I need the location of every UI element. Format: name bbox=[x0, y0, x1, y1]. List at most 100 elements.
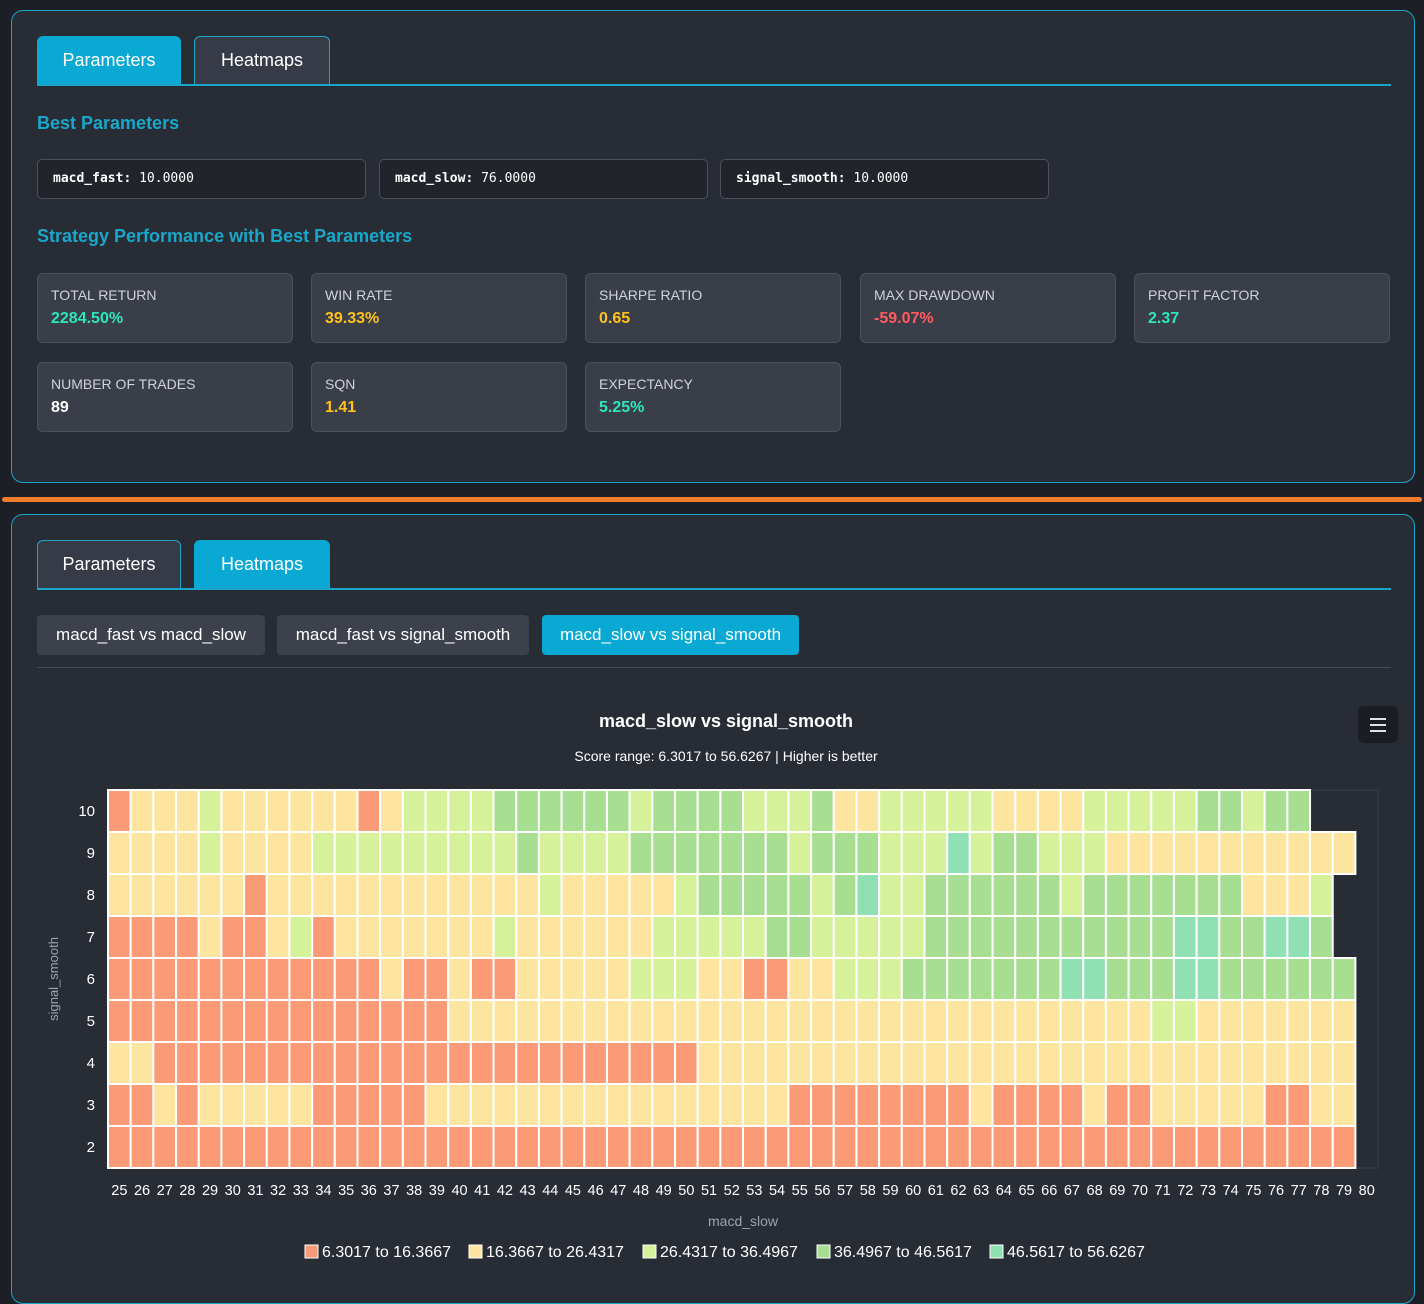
heatmap-cell bbox=[537, 873, 563, 917]
chart-menu-button[interactable] bbox=[1358, 706, 1398, 743]
heatmap-cell bbox=[424, 957, 450, 1001]
heatmap-cell bbox=[968, 789, 994, 833]
heatmap-cell bbox=[1104, 1083, 1130, 1127]
x-tick-label: 69 bbox=[1109, 1183, 1125, 1199]
heatmap-cell bbox=[923, 915, 949, 959]
x-tick-label: 45 bbox=[565, 1183, 581, 1199]
heatmap-cell bbox=[401, 957, 427, 1001]
heatmap-cell bbox=[356, 915, 382, 959]
heatmap-cell bbox=[469, 789, 495, 833]
heatmap-cell bbox=[1331, 957, 1357, 1001]
y-tick-label: 8 bbox=[87, 887, 95, 904]
heatmap-cell bbox=[107, 1041, 132, 1085]
heatmap-cell bbox=[651, 999, 677, 1043]
heatmap-cell bbox=[243, 999, 268, 1043]
heatmap-cell bbox=[923, 831, 949, 875]
heatmap-cell bbox=[1195, 1083, 1221, 1127]
metric-value: 39.33% bbox=[325, 310, 380, 327]
heatmap-cell bbox=[424, 873, 450, 917]
heatmap-cell bbox=[265, 915, 291, 959]
heatmap-tab-slow-signal[interactable]: macd_slow vs signal_smooth bbox=[542, 615, 799, 655]
heatmap-tab-fast-signal[interactable]: macd_fast vs signal_smooth bbox=[277, 615, 529, 655]
heatmap-cell bbox=[1059, 957, 1085, 1001]
heatmap-cell bbox=[719, 831, 745, 875]
heatmap-cell bbox=[129, 1125, 155, 1169]
menu-icon bbox=[1370, 730, 1386, 732]
heatmap-cell bbox=[1263, 1083, 1289, 1127]
heatmap-cell bbox=[175, 1125, 200, 1169]
heatmap-cell bbox=[878, 1041, 903, 1085]
metric-value: 1.41 bbox=[325, 399, 357, 416]
tab-heatmaps[interactable]: Heatmaps bbox=[194, 540, 330, 588]
heatmap-cell bbox=[651, 915, 677, 959]
heatmap-cell bbox=[560, 957, 586, 1001]
heatmap-cell bbox=[356, 1083, 382, 1127]
x-tick-label: 66 bbox=[1041, 1183, 1057, 1199]
heatmap-cell bbox=[583, 957, 608, 1001]
heatmap-cell bbox=[243, 1125, 268, 1169]
legend-label: 26.4317 to 36.4967 bbox=[660, 1244, 798, 1261]
heatmap-cell bbox=[1172, 1041, 1198, 1085]
heatmap-cell bbox=[628, 873, 654, 917]
heatmap-cell bbox=[469, 873, 495, 917]
heatmap-cell bbox=[832, 1125, 858, 1169]
heatmap-cell bbox=[197, 1041, 223, 1085]
heatmap-tab-fast-slow[interactable]: macd_fast vs macd_slow bbox=[37, 615, 265, 655]
heatmap-cell bbox=[1309, 915, 1334, 959]
heatmap-cell bbox=[424, 1083, 450, 1127]
param-value: 76.0000 bbox=[481, 171, 536, 186]
heatmap-cell bbox=[696, 873, 722, 917]
x-tick-label: 74 bbox=[1223, 1183, 1239, 1199]
heatmap-cell bbox=[1014, 915, 1039, 959]
heatmap-cell bbox=[265, 1083, 291, 1127]
heatmap-cell bbox=[583, 1083, 608, 1127]
x-tick-label: 77 bbox=[1291, 1183, 1307, 1199]
heatmap-cell bbox=[742, 1125, 767, 1169]
heatmap-cell bbox=[787, 789, 813, 833]
heatmap-cell bbox=[1241, 999, 1266, 1043]
heatmap-cell bbox=[832, 831, 858, 875]
heatmap-cell bbox=[946, 831, 971, 875]
heatmap-cell bbox=[900, 915, 926, 959]
heatmap-cell bbox=[1150, 915, 1175, 959]
metric-value: 2284.50% bbox=[51, 310, 124, 327]
heatmap-cell bbox=[401, 1125, 427, 1169]
tab-heatmaps[interactable]: Heatmaps bbox=[194, 36, 330, 84]
tab-parameters[interactable]: Parameters bbox=[37, 36, 181, 84]
metric-max-drawdown: MAX DRAWDOWN -59.07% bbox=[860, 273, 1116, 343]
x-tick-label: 29 bbox=[202, 1183, 218, 1199]
heatmap-cell bbox=[447, 1041, 472, 1085]
heatmap-cell bbox=[379, 831, 404, 875]
param-name: signal_smooth: bbox=[736, 171, 846, 186]
heatmap-cell bbox=[1309, 1083, 1334, 1127]
heatmap-cell bbox=[515, 957, 540, 1001]
heatmap-cell bbox=[946, 957, 971, 1001]
heatmap-cell bbox=[288, 831, 314, 875]
x-tick-label: 72 bbox=[1177, 1183, 1193, 1199]
heatmap-cell bbox=[900, 1125, 926, 1169]
heatmap-cell bbox=[855, 999, 881, 1043]
heatmap-cell bbox=[152, 831, 178, 875]
heatmap-cell bbox=[1241, 1125, 1266, 1169]
x-tick-label: 33 bbox=[293, 1183, 309, 1199]
x-tick-label: 76 bbox=[1268, 1183, 1284, 1199]
x-tick-label: 53 bbox=[746, 1183, 762, 1199]
x-tick-label: 44 bbox=[542, 1183, 558, 1199]
heatmap-cell bbox=[333, 957, 359, 1001]
heatmap-cell bbox=[742, 1041, 767, 1085]
heatmap-cell bbox=[878, 1083, 903, 1127]
heatmap-cell bbox=[1263, 789, 1289, 833]
legend-swatch bbox=[304, 1244, 319, 1259]
heatmap-cell bbox=[537, 1083, 563, 1127]
heatmap-cell bbox=[1082, 957, 1107, 1001]
heatmap-cell bbox=[220, 957, 246, 1001]
heatmap-cell bbox=[1263, 873, 1289, 917]
heatmap-cell bbox=[605, 831, 631, 875]
heatmap-cell bbox=[265, 831, 291, 875]
heatmap-cell bbox=[175, 831, 200, 875]
tab-parameters[interactable]: Parameters bbox=[37, 540, 181, 588]
heatmap-cell bbox=[742, 1083, 767, 1127]
heatmap-cell bbox=[787, 873, 813, 917]
heatmap-cell bbox=[492, 1041, 518, 1085]
